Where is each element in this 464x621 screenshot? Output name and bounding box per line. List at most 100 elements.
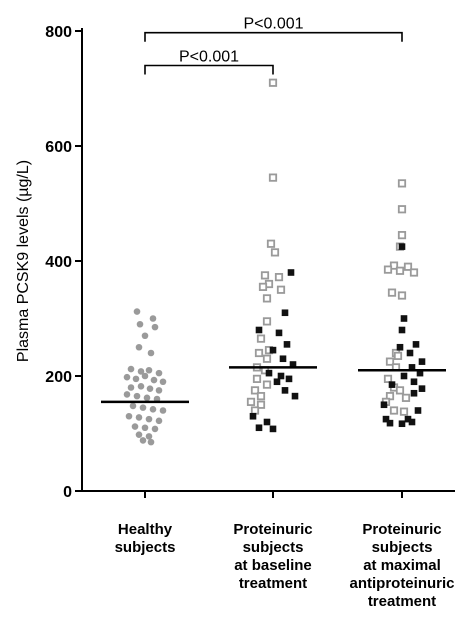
data-point	[395, 386, 405, 395]
data-point	[397, 231, 407, 240]
data-point	[262, 354, 272, 363]
category-label-line: treatment	[239, 575, 307, 592]
data-point	[396, 343, 404, 351]
data-point	[146, 385, 154, 392]
data-point	[135, 414, 143, 421]
category-label-line: Proteinuric	[233, 521, 312, 538]
data-point	[418, 358, 426, 365]
data-point	[137, 368, 145, 375]
data-point	[262, 380, 272, 389]
significance-bracket	[144, 31, 403, 42]
data-point	[249, 412, 257, 420]
y-tick-label: 0	[63, 484, 72, 501]
data-point	[285, 375, 293, 383]
data-point	[123, 373, 131, 381]
data-point	[139, 404, 147, 411]
category-label: Healthy subjects	[115, 521, 176, 556]
data-point	[275, 329, 283, 337]
data-point	[250, 386, 260, 395]
category-label: Proteinuric subjects at baseline treatment	[233, 521, 312, 592]
data-point	[136, 320, 144, 328]
data-point	[250, 406, 260, 415]
category-label-line: subjects	[243, 539, 304, 556]
data-point	[159, 378, 167, 386]
data-point	[141, 332, 149, 340]
data-point	[141, 372, 149, 380]
data-point	[155, 369, 163, 377]
data-point	[135, 431, 143, 438]
data-point	[403, 262, 413, 271]
data-point	[401, 393, 411, 402]
data-point	[393, 351, 403, 360]
data-point	[398, 420, 406, 428]
data-point	[256, 392, 266, 401]
data-point	[386, 419, 394, 427]
data-point	[141, 424, 149, 432]
data-point	[383, 265, 393, 274]
data-point	[143, 394, 151, 402]
category-label-line: at baseline	[234, 557, 312, 574]
category-label-line: Healthy	[118, 521, 173, 538]
data-point	[398, 326, 406, 334]
category-label-line: Proteinuric	[362, 521, 441, 538]
data-point	[287, 269, 295, 276]
data-point	[291, 392, 299, 400]
data-point	[409, 268, 419, 277]
data-point	[273, 378, 281, 386]
y-tick-label: 200	[45, 369, 72, 386]
data-point	[129, 402, 137, 410]
data-point	[406, 349, 414, 357]
data-point	[408, 418, 416, 426]
data-point	[397, 205, 407, 214]
data-point	[125, 412, 133, 420]
data-point	[127, 384, 135, 391]
data-point	[265, 369, 273, 377]
y-tick-label: 400	[45, 254, 72, 271]
significance-bracket	[144, 64, 274, 75]
data-point	[133, 392, 141, 400]
data-point	[410, 378, 418, 386]
data-point	[385, 357, 395, 366]
data-point	[155, 387, 163, 394]
data-point	[274, 272, 284, 282]
data-point	[414, 407, 422, 414]
data-point	[269, 346, 277, 354]
data-point	[397, 179, 407, 188]
significance-label: P<0.001	[243, 16, 303, 33]
data-point	[145, 433, 153, 440]
data-point	[383, 374, 393, 383]
data-point	[397, 291, 407, 300]
data-point	[400, 372, 408, 380]
data-point	[155, 417, 163, 425]
data-point	[289, 361, 297, 368]
data-point	[260, 271, 270, 280]
data-point	[395, 266, 405, 275]
data-point	[270, 248, 280, 257]
data-point	[258, 282, 268, 291]
data-point	[150, 376, 158, 384]
data-point	[246, 397, 256, 406]
data-point	[132, 375, 140, 383]
data-point	[410, 389, 418, 397]
data-point	[263, 418, 271, 426]
category-label-line: at maximal	[363, 557, 441, 574]
data-point	[398, 243, 406, 250]
data-point	[159, 407, 167, 414]
data-point	[408, 364, 416, 371]
data-point	[269, 425, 277, 433]
data-point	[255, 424, 263, 432]
data-point	[266, 239, 276, 248]
data-point	[382, 415, 390, 423]
data-point	[123, 391, 131, 398]
data-point	[412, 341, 420, 348]
data-point	[416, 369, 424, 377]
data-point	[256, 400, 266, 409]
data-point	[147, 438, 155, 446]
data-point	[133, 308, 141, 315]
data-point	[145, 415, 153, 423]
data-point	[145, 366, 153, 374]
data-point	[137, 383, 145, 390]
data-point	[404, 415, 412, 423]
data-point	[256, 334, 266, 343]
